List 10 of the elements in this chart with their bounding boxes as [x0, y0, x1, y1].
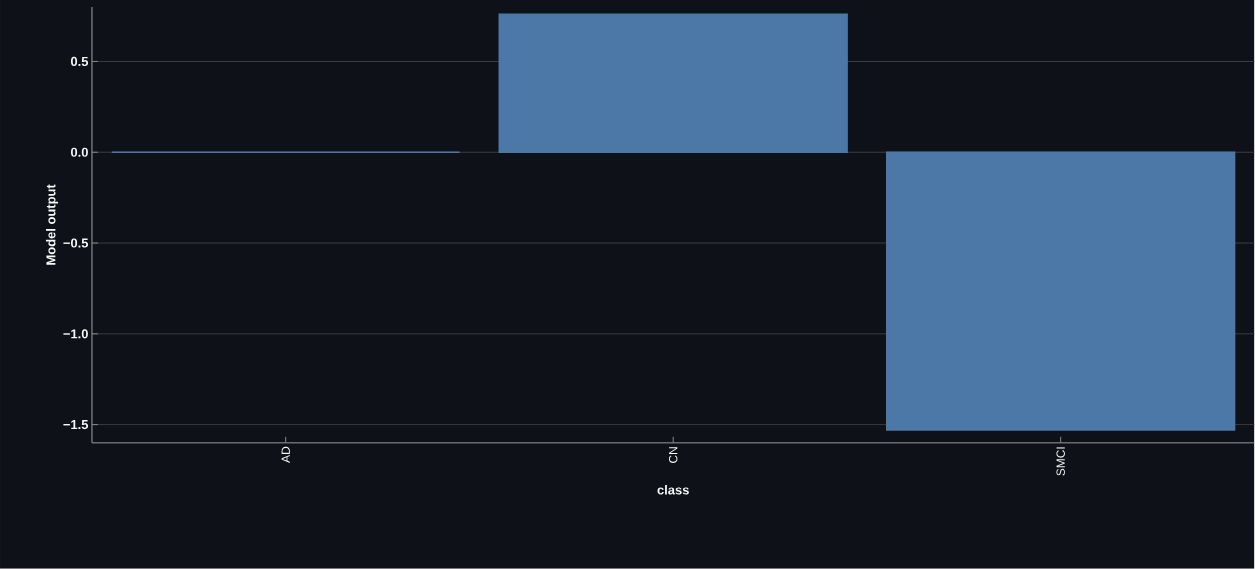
x-axis-title: class	[657, 485, 689, 495]
y-tick-label: −1.5	[63, 420, 89, 430]
x-tick-label: CN	[668, 447, 678, 464]
x-tick-label: SMCI	[1056, 447, 1065, 476]
y-tick-label: −1.0	[63, 329, 88, 339]
y-axis-title: Model output	[45, 184, 59, 265]
x-tick-label: AD	[281, 447, 290, 464]
y-tick-label: −0.5	[63, 238, 89, 248]
y-tick-label: 0.5	[70, 57, 89, 67]
y-tick-label: 0.0	[70, 147, 88, 157]
